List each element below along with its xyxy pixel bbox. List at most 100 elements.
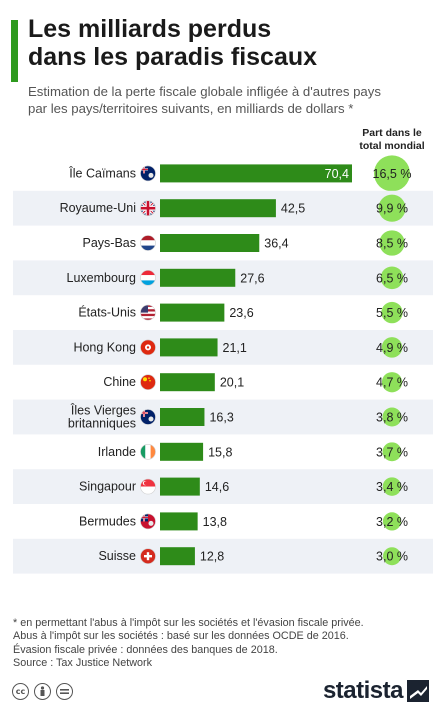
- usa-flag-icon: [140, 305, 156, 321]
- share-label: 9,9 %: [376, 202, 408, 216]
- flag-ring: [140, 513, 156, 530]
- category-label: Île Caïmans: [68, 165, 136, 180]
- flag-ring: [140, 443, 156, 460]
- chart-row: Pays-Bas 36,4 8,5 %: [83, 230, 408, 256]
- share-bubble: [381, 301, 403, 324]
- value-label: 14,6: [205, 480, 229, 494]
- category-label: Royaume-Uni: [60, 201, 136, 215]
- cayman-flag-icon: [140, 165, 156, 181]
- source-note: Source : Tax Justice Network: [13, 657, 153, 670]
- bar: [160, 442, 204, 461]
- flag-ring: [140, 200, 156, 217]
- bar: [160, 338, 218, 357]
- flag-ring: [140, 374, 156, 390]
- share-header-line-2: total mondial: [359, 140, 425, 152]
- chart-row: Royaume-Uni 42,5 9,9 %: [13, 190, 433, 226]
- category-label: Singapour: [79, 480, 136, 494]
- share-header-line-1: Part dans le: [362, 127, 422, 139]
- flag-ring: [140, 304, 156, 321]
- share-label: 8,5 %: [376, 237, 408, 251]
- title-accent-bar: [11, 20, 18, 82]
- bar: [160, 512, 198, 531]
- share-bubble: [382, 512, 402, 531]
- footnote-1: * en permettant l'abus à l'impôt sur les…: [13, 617, 364, 629]
- share-label: 3,8 %: [376, 411, 408, 425]
- share-label: 3,4 %: [376, 480, 408, 494]
- share-bubble: [382, 442, 402, 462]
- category-label: Irlande: [98, 445, 136, 459]
- share-label: 3,7 %: [376, 445, 408, 459]
- share-bubble: [382, 477, 402, 496]
- brand-name: statista: [322, 677, 404, 704]
- statista-logo[interactable]: statista: [323, 677, 429, 705]
- share-bubble: [380, 266, 404, 290]
- category-label: Bermudes: [79, 514, 136, 528]
- category-label: Luxembourg: [67, 271, 137, 285]
- flag-ring: [140, 339, 156, 356]
- bar-chart: Île Caïmans 70,4 16,5 % Royaume-Uni 42,5 9,9 …: [13, 155, 433, 574]
- share-label: 3,2 %: [376, 515, 408, 529]
- license-icons: cc: [12, 683, 73, 700]
- chart-title: Les milliards perdus dans les paradis fi…: [28, 15, 428, 71]
- share-bubble: [374, 155, 410, 192]
- value-label: 23,6: [229, 306, 253, 320]
- attribution-icon[interactable]: [34, 683, 51, 700]
- hong-kong-flag-icon: [140, 339, 156, 355]
- subtitle-line-1: Estimation de la perte fiscale globale i…: [28, 84, 381, 99]
- bar: [160, 268, 236, 287]
- bar: [160, 477, 200, 496]
- footnotes: * en permettant l'abus à l'impôt sur les…: [13, 617, 433, 671]
- chart-subtitle: Estimation de la perte fiscale globale i…: [28, 83, 433, 117]
- flag-ring: [140, 235, 156, 251]
- row-stripe: [13, 330, 433, 365]
- chart-row: Luxembourg 27,6 6,5 %: [13, 260, 433, 296]
- bar: [160, 234, 260, 252]
- share-bubble: [379, 230, 405, 256]
- share-bubble: [382, 407, 402, 427]
- share-bubble: [383, 547, 401, 566]
- share-label: 4,9 %: [376, 341, 408, 355]
- value-label: 16,3: [209, 411, 233, 425]
- no-derivatives-icon[interactable]: [56, 683, 73, 700]
- footnote-3: Évasion fiscale privée : données des ban…: [13, 643, 278, 656]
- share-column-header: Part dans le total mondial: [351, 127, 433, 153]
- chart-row: Hong Kong 21,1 4,9 %: [13, 330, 433, 365]
- flag-ring: [140, 409, 156, 425]
- share-label: 5,5 %: [376, 306, 408, 320]
- creative-commons-icon[interactable]: cc: [12, 683, 29, 700]
- row-stripe: [13, 469, 433, 504]
- category-label: Pays-Bas: [83, 236, 137, 250]
- netherlands-flag-icon: [140, 235, 156, 251]
- value-label: 70,4: [325, 167, 349, 181]
- singapore-flag-icon: [140, 479, 156, 495]
- ireland-flag-icon: [140, 444, 156, 460]
- bar: [160, 547, 195, 566]
- share-label: 16,5 %: [373, 167, 412, 181]
- chart-row: Singapour 14,6 3,4 %: [13, 469, 433, 504]
- chart-row: Suisse 12,8 3,0 %: [13, 538, 433, 574]
- row-stripe: [13, 399, 433, 435]
- flag-ring: [140, 478, 156, 495]
- value-label: 15,8: [208, 445, 232, 459]
- value-label: 21,1: [223, 341, 247, 355]
- category-label: Îles Vierges britanniques: [68, 403, 136, 431]
- chart-row: Îles Vierges britanniques 16,3 3,8 %: [13, 399, 433, 435]
- bermuda-flag-icon: [140, 513, 156, 529]
- chart-row: Bermudes 13,8 3,2 %: [79, 512, 408, 531]
- title-line-1: Les milliards perdus: [28, 15, 272, 43]
- china-flag-icon: [140, 374, 156, 390]
- share-bubble: [381, 372, 403, 393]
- share-label: 3,0 %: [376, 550, 408, 564]
- value-label: 12,8: [200, 550, 224, 564]
- row-stripe: [13, 538, 433, 574]
- bvi-flag-icon: [140, 409, 156, 425]
- chart-row: Chine 20,1 4,7 %: [103, 372, 408, 393]
- title-line-2: dans les paradis fiscaux: [28, 43, 318, 71]
- chart-row: Irlande 15,8 3,7 %: [98, 442, 408, 462]
- flag-ring: [140, 548, 156, 565]
- bar: [160, 373, 215, 392]
- value-label: 13,8: [203, 515, 227, 529]
- footnote-2: Abus à l'impôt sur les sociétés : basé s…: [13, 630, 349, 643]
- chart-row: États-Unis 23,6 5,5 %: [78, 301, 408, 324]
- bar: [160, 408, 205, 426]
